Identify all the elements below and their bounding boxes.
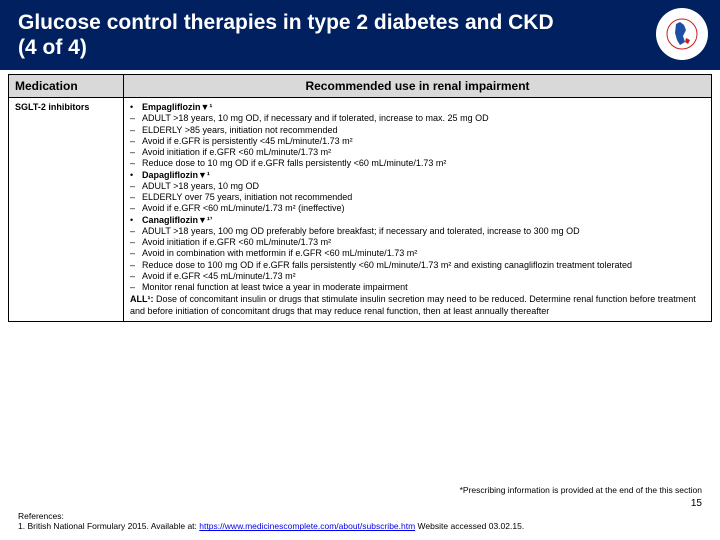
col-header-recommended: Recommended use in renal impairment [124, 75, 712, 98]
detail-line: –ADULT >18 years, 10 mg OD [130, 181, 705, 192]
list-marker: – [130, 260, 142, 271]
medication-table: Medication Recommended use in renal impa… [8, 74, 712, 322]
uk-map-icon [666, 18, 698, 50]
ref1-link[interactable]: https://www.medicinescomplete.com/about/… [199, 521, 415, 531]
detail-line: –Avoid initiation if e.GFR <60 mL/minute… [130, 147, 705, 158]
list-marker: • [130, 102, 142, 113]
list-marker: – [130, 147, 142, 158]
list-marker: • [130, 170, 142, 181]
detail-line: –ELDERLY over 75 years, initiation not r… [130, 192, 705, 203]
logo-badge [656, 8, 708, 60]
list-marker: – [130, 113, 142, 124]
list-marker: – [130, 248, 142, 259]
list-text: Avoid in combination with metformin if e… [142, 248, 705, 259]
list-text: ELDERLY >85 years, initiation not recomm… [142, 125, 705, 136]
slide-title: Glucose control therapies in type 2 diab… [18, 10, 578, 60]
medication-cell: SGLT-2 inhibitors [9, 98, 124, 322]
references-label: References: [18, 511, 702, 522]
list-text: Avoid if e.GFR <45 mL/minute/1.73 m² [142, 271, 705, 282]
list-marker: – [130, 226, 142, 237]
detail-line: –Avoid if e.GFR <60 mL/minute/1.73 m² (i… [130, 203, 705, 214]
list-text: Avoid if e.GFR is persistently <45 mL/mi… [142, 136, 705, 147]
list-text: Avoid initiation if e.GFR <60 mL/minute/… [142, 147, 705, 158]
drug-line: •Empagliflozin▼¹ [130, 102, 705, 113]
slide-footer: *Prescribing information is provided at … [18, 485, 702, 532]
list-text: Monitor renal function at least twice a … [142, 282, 705, 293]
drug-line: •Canagliflozin▼¹ʼ [130, 215, 705, 226]
detail-line: –ADULT >18 years, 100 mg OD preferably b… [130, 226, 705, 237]
list-text: Reduce dose to 10 mg OD if e.GFR falls p… [142, 158, 705, 169]
all-note: ALL¹: Dose of concomitant insulin or dru… [130, 294, 705, 317]
detail-line: –Reduce dose to 100 mg OD if e.GFR falls… [130, 260, 705, 271]
detail-line: –ADULT >18 years, 10 mg OD, if necessary… [130, 113, 705, 124]
detail-line: –Avoid if e.GFR is persistently <45 mL/m… [130, 136, 705, 147]
detail-line: –Avoid in combination with metformin if … [130, 248, 705, 259]
list-marker: – [130, 282, 142, 293]
list-marker: – [130, 136, 142, 147]
col-header-medication: Medication [9, 75, 124, 98]
list-text: Canagliflozin▼¹ʼ [142, 215, 705, 226]
drug-line: •Dapagliflozin▼¹ [130, 170, 705, 181]
detail-line: –Reduce dose to 10 mg OD if e.GFR falls … [130, 158, 705, 169]
list-marker: – [130, 158, 142, 169]
list-text: Avoid initiation if e.GFR <60 mL/minute/… [142, 237, 705, 248]
page-number: 15 [18, 498, 702, 511]
ref1-post: Website accessed 03.02.15. [415, 521, 524, 531]
list-marker: – [130, 192, 142, 203]
list-marker: – [130, 181, 142, 192]
recommendation-cell: •Empagliflozin▼¹–ADULT >18 years, 10 mg … [124, 98, 712, 322]
list-text: ELDERLY over 75 years, initiation not re… [142, 192, 705, 203]
all-text: Dose of concomitant insulin or drugs tha… [130, 294, 696, 315]
detail-line: –ELDERLY >85 years, initiation not recom… [130, 125, 705, 136]
list-text: Empagliflozin▼¹ [142, 102, 705, 113]
list-marker: – [130, 237, 142, 248]
detail-line: –Avoid if e.GFR <45 mL/minute/1.73 m² [130, 271, 705, 282]
all-label: ALL¹: [130, 294, 154, 304]
list-marker: – [130, 271, 142, 282]
list-marker: • [130, 215, 142, 226]
list-marker: – [130, 125, 142, 136]
slide-header: Glucose control therapies in type 2 diab… [0, 0, 720, 70]
list-text: ADULT >18 years, 10 mg OD, if necessary … [142, 113, 705, 124]
ref1-pre: 1. British National Formulary 2015. Avai… [18, 521, 199, 531]
detail-line: –Monitor renal function at least twice a… [130, 282, 705, 293]
list-text: Dapagliflozin▼¹ [142, 170, 705, 181]
list-text: Reduce dose to 100 mg OD if e.GFR falls … [142, 260, 705, 271]
list-text: Avoid if e.GFR <60 mL/minute/1.73 m² (in… [142, 203, 705, 214]
prescribing-note: *Prescribing information is provided at … [18, 485, 702, 496]
list-marker: – [130, 203, 142, 214]
detail-line: –Avoid initiation if e.GFR <60 mL/minute… [130, 237, 705, 248]
list-text: ADULT >18 years, 100 mg OD preferably be… [142, 226, 705, 237]
reference-1: 1. British National Formulary 2015. Avai… [18, 521, 702, 532]
table-row: SGLT-2 inhibitors •Empagliflozin▼¹–ADULT… [9, 98, 712, 322]
list-text: ADULT >18 years, 10 mg OD [142, 181, 705, 192]
